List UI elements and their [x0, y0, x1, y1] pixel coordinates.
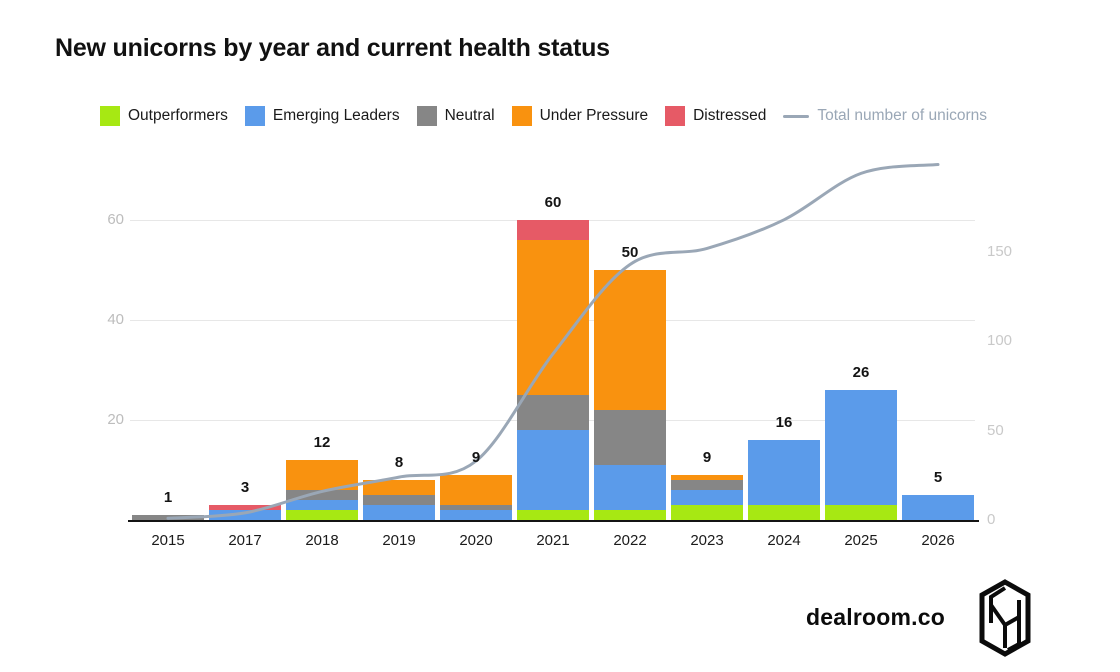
legend-label: Neutral	[444, 107, 495, 124]
x-axis-line	[128, 520, 979, 522]
bar-2023-emerging-leaders	[671, 490, 743, 505]
bar-total-label: 9	[702, 449, 712, 466]
bar-2020-neutral	[440, 505, 512, 510]
legend-line-marker	[783, 114, 810, 118]
bar-total-label: 12	[313, 434, 331, 451]
bar-2019-emerging-leaders	[363, 505, 435, 520]
bar-2017-emerging-leaders	[209, 510, 281, 520]
x-axis-label: 2021	[536, 532, 570, 549]
legend-item-outperformers: Outperformers	[100, 106, 228, 126]
x-axis-label: 2022	[613, 532, 647, 549]
x-axis-label: 2015	[151, 532, 185, 549]
bar-total-label: 5	[933, 469, 943, 486]
legend-color-swatch	[244, 106, 265, 126]
bar-2023-outperformers	[671, 505, 743, 520]
bar-2023-neutral	[671, 480, 743, 490]
bar-2021-under-pressure	[517, 240, 589, 395]
bar-2025-emerging-leaders	[825, 390, 897, 505]
x-axis-label: 2026	[921, 532, 955, 549]
x-axis-label: 2017	[228, 532, 262, 549]
bar-2022-under-pressure	[594, 270, 666, 410]
left-axis-tick: 40	[107, 311, 124, 328]
bar-2020-under-pressure	[440, 475, 512, 505]
bar-total-label: 16	[775, 414, 793, 431]
dealroom-logo	[979, 579, 1031, 657]
bar-2023-under-pressure	[671, 475, 743, 480]
bar-2021-outperformers	[517, 510, 589, 520]
x-axis-label: 2020	[459, 532, 493, 549]
left-axis-tick: 20	[107, 411, 124, 428]
bar-2017-distressed	[209, 505, 281, 510]
bar-2018-emerging-leaders	[286, 500, 358, 510]
legend-item-under-pressure: Under Pressure	[511, 106, 649, 126]
legend-item-emerging-leaders: Emerging Leaders	[244, 106, 400, 126]
bar-2020-emerging-leaders	[440, 510, 512, 520]
bar-2015-neutral	[132, 515, 204, 520]
right-axis-tick: 100	[987, 332, 1013, 350]
bar-total-label: 1	[163, 489, 173, 506]
bar-2024-emerging-leaders	[748, 440, 820, 505]
legend-item-distressed: Distressed	[665, 106, 766, 126]
legend-label: Outperformers	[128, 107, 228, 124]
right-axis-tick: 150	[987, 243, 1013, 260]
bar-total-label: 3	[240, 479, 250, 496]
bar-2025-outperformers	[825, 505, 897, 520]
bar-2021-neutral	[517, 395, 589, 430]
legend-item-total-number-of-unicorns: Total number of unicorns	[783, 107, 987, 125]
bar-total-label: 60	[544, 194, 562, 211]
chart-title: New unicorns by year and current health …	[55, 34, 610, 62]
legend-label: Total number of unicorns	[817, 107, 988, 124]
legend-color-swatch	[665, 106, 686, 126]
bar-2024-outperformers	[748, 505, 820, 520]
legend: Outperformers Emerging Leaders Neutral Unde…	[100, 106, 987, 126]
bar-2021-distressed	[517, 220, 589, 240]
right-axis-tick: 50	[987, 421, 1004, 439]
legend-item-neutral: Neutral	[416, 106, 495, 126]
legend-color-swatch	[100, 106, 120, 126]
bar-total-label: 9	[471, 449, 481, 466]
right-axis-tick: 0	[987, 511, 996, 528]
bar-2022-emerging-leaders	[594, 465, 666, 510]
x-axis-label: 2023	[690, 532, 724, 549]
left-axis-tick: 60	[107, 211, 124, 228]
bar-2026-emerging-leaders	[902, 495, 974, 520]
branding-wordmark: dealroom.co	[806, 604, 945, 630]
bar-2022-neutral	[594, 410, 666, 465]
bar-2019-under-pressure	[363, 480, 435, 495]
x-axis-label: 2025	[844, 532, 878, 549]
bar-total-label: 8	[394, 454, 404, 471]
bar-2019-neutral	[363, 495, 435, 505]
bar-total-label: 50	[621, 244, 639, 261]
bar-2022-outperformers	[594, 510, 666, 520]
legend-label: Emerging Leaders	[272, 107, 400, 124]
bar-2018-outperformers	[286, 510, 358, 520]
bar-2018-under-pressure	[286, 460, 358, 490]
legend-color-swatch	[416, 106, 437, 126]
bar-2021-emerging-leaders	[517, 430, 589, 510]
x-axis-label: 2024	[767, 532, 801, 549]
legend-label: Under Pressure	[539, 107, 649, 124]
x-axis-label: 2019	[382, 532, 416, 549]
bar-2018-neutral	[286, 490, 358, 500]
legend-color-swatch	[511, 106, 532, 126]
x-axis-label: 2018	[305, 532, 339, 549]
bar-total-label: 26	[852, 364, 870, 381]
legend-label: Distressed	[693, 107, 767, 124]
